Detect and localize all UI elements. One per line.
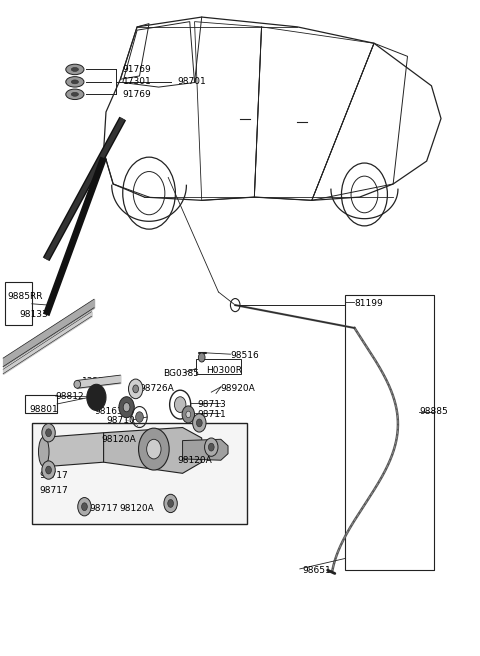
Text: 98133: 98133 <box>20 310 48 319</box>
Text: 98163B: 98163B <box>94 407 129 417</box>
Bar <box>345 295 434 570</box>
Bar <box>32 423 247 524</box>
Circle shape <box>139 428 169 470</box>
Text: 91769: 91769 <box>123 90 152 99</box>
Circle shape <box>196 419 202 427</box>
Text: 98717: 98717 <box>39 472 68 480</box>
Ellipse shape <box>66 77 84 87</box>
Text: 98920A: 98920A <box>221 384 256 393</box>
Polygon shape <box>104 428 202 474</box>
Circle shape <box>119 397 134 418</box>
Text: 98120A: 98120A <box>101 435 136 443</box>
Text: 98812: 98812 <box>56 392 84 401</box>
Circle shape <box>164 494 177 512</box>
Text: 98120A: 98120A <box>178 456 213 464</box>
Text: 9885RR: 9885RR <box>8 292 43 301</box>
Circle shape <box>78 497 91 516</box>
Circle shape <box>174 397 186 413</box>
Text: 98885: 98885 <box>420 407 448 417</box>
Text: 98717: 98717 <box>89 504 118 513</box>
Circle shape <box>42 424 55 442</box>
Ellipse shape <box>72 92 78 96</box>
Circle shape <box>123 403 130 412</box>
Polygon shape <box>182 440 228 461</box>
Circle shape <box>208 443 214 451</box>
Ellipse shape <box>72 80 78 84</box>
Circle shape <box>186 411 191 418</box>
Text: H0300R: H0300R <box>206 366 242 375</box>
Text: 98710: 98710 <box>106 417 135 426</box>
Ellipse shape <box>74 380 81 388</box>
Text: 98120A: 98120A <box>120 504 154 513</box>
Circle shape <box>136 412 144 422</box>
Polygon shape <box>44 433 104 467</box>
Text: 81199: 81199 <box>355 298 384 308</box>
Ellipse shape <box>38 437 49 466</box>
Bar <box>24 395 57 413</box>
Text: 17301: 17301 <box>123 77 152 87</box>
Text: BG0385: BG0385 <box>163 369 199 379</box>
Text: 98651: 98651 <box>302 565 331 575</box>
Text: 98713: 98713 <box>197 400 226 409</box>
Ellipse shape <box>66 64 84 75</box>
Circle shape <box>42 461 55 480</box>
Circle shape <box>168 499 173 507</box>
Circle shape <box>192 414 206 432</box>
Circle shape <box>46 466 51 474</box>
Circle shape <box>129 379 143 399</box>
Text: 1327AC: 1327AC <box>82 377 117 386</box>
Text: 98516: 98516 <box>230 351 259 360</box>
Text: 98711: 98711 <box>197 410 226 419</box>
Bar <box>196 359 241 374</box>
Circle shape <box>87 384 106 411</box>
Text: 98701: 98701 <box>178 77 206 87</box>
Text: 91769: 91769 <box>123 65 152 74</box>
Circle shape <box>182 406 194 423</box>
Ellipse shape <box>66 89 84 100</box>
Circle shape <box>198 353 205 362</box>
Text: 98726A: 98726A <box>140 384 174 393</box>
Circle shape <box>133 385 139 393</box>
Ellipse shape <box>72 68 78 72</box>
Circle shape <box>82 502 87 510</box>
Circle shape <box>147 440 161 459</box>
Text: 98717: 98717 <box>39 486 68 495</box>
Text: 98801: 98801 <box>29 405 58 414</box>
Circle shape <box>204 438 218 457</box>
Circle shape <box>46 429 51 437</box>
Bar <box>5 282 32 325</box>
